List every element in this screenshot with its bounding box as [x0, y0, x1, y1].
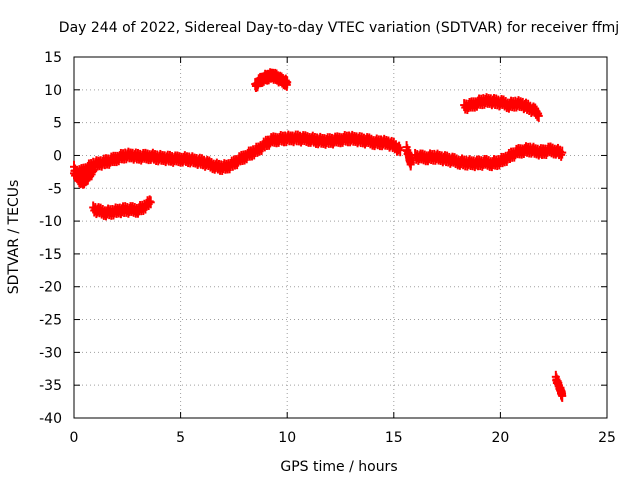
plot-frame: [73, 56, 608, 419]
y-tick-label: -30: [39, 345, 62, 361]
x-tick-label: 10: [278, 430, 296, 446]
plot-border: [73, 56, 608, 419]
x-tick-labels: 0 5 10 15 20 25: [70, 430, 616, 446]
series-low-track: [89, 195, 155, 221]
data-point: [558, 146, 567, 159]
data-point: [89, 165, 98, 178]
y-tick-label: -5: [48, 181, 62, 197]
tick-marks: [73, 56, 608, 419]
y-tick-label: -35: [39, 378, 62, 394]
data-point: [558, 389, 567, 402]
data-point: [283, 76, 292, 89]
series-late-track: [411, 142, 567, 172]
y-axis-label: SDTVAR / TECUs: [6, 180, 22, 295]
x-tick-label: 20: [491, 430, 509, 446]
chart-title: Day 244 of 2022, Sidereal Day-to-day VTE…: [59, 20, 619, 36]
x-axis-label: GPS time / hours: [280, 459, 397, 475]
y-tick-labels: 15 10 5 0 -5 -10 -15 -20 -25 -30 -35 -40: [39, 50, 62, 427]
y-tick-label: -40: [39, 411, 62, 427]
y-tick-label: -25: [39, 313, 62, 329]
x-tick-label: 5: [176, 430, 185, 446]
x-tick-label: 25: [598, 430, 616, 446]
y-tick-label: -15: [39, 247, 62, 263]
data-point: [146, 196, 155, 209]
data-point: [534, 109, 543, 122]
series-upper-late-track: [460, 93, 543, 122]
y-tick-label: 15: [44, 50, 62, 66]
data-point: [406, 156, 415, 169]
y-tick-label: 0: [53, 148, 62, 164]
series-gap-track: [402, 141, 415, 171]
data-point: [395, 141, 404, 154]
y-tick-label: -10: [39, 214, 62, 230]
series-main-track: [70, 130, 405, 182]
data-point: [557, 148, 566, 161]
data-point: [396, 144, 405, 157]
series-dip-track: [70, 160, 98, 189]
x-tick-label: 15: [385, 430, 403, 446]
y-tick-label: -20: [39, 280, 62, 296]
x-tick-label: 0: [70, 430, 79, 446]
series-peak-track: [251, 68, 292, 93]
y-tick-label: 5: [53, 116, 62, 132]
series-outlier-track: [551, 370, 567, 402]
data-points: [70, 68, 567, 402]
y-tick-label: 10: [44, 83, 62, 99]
